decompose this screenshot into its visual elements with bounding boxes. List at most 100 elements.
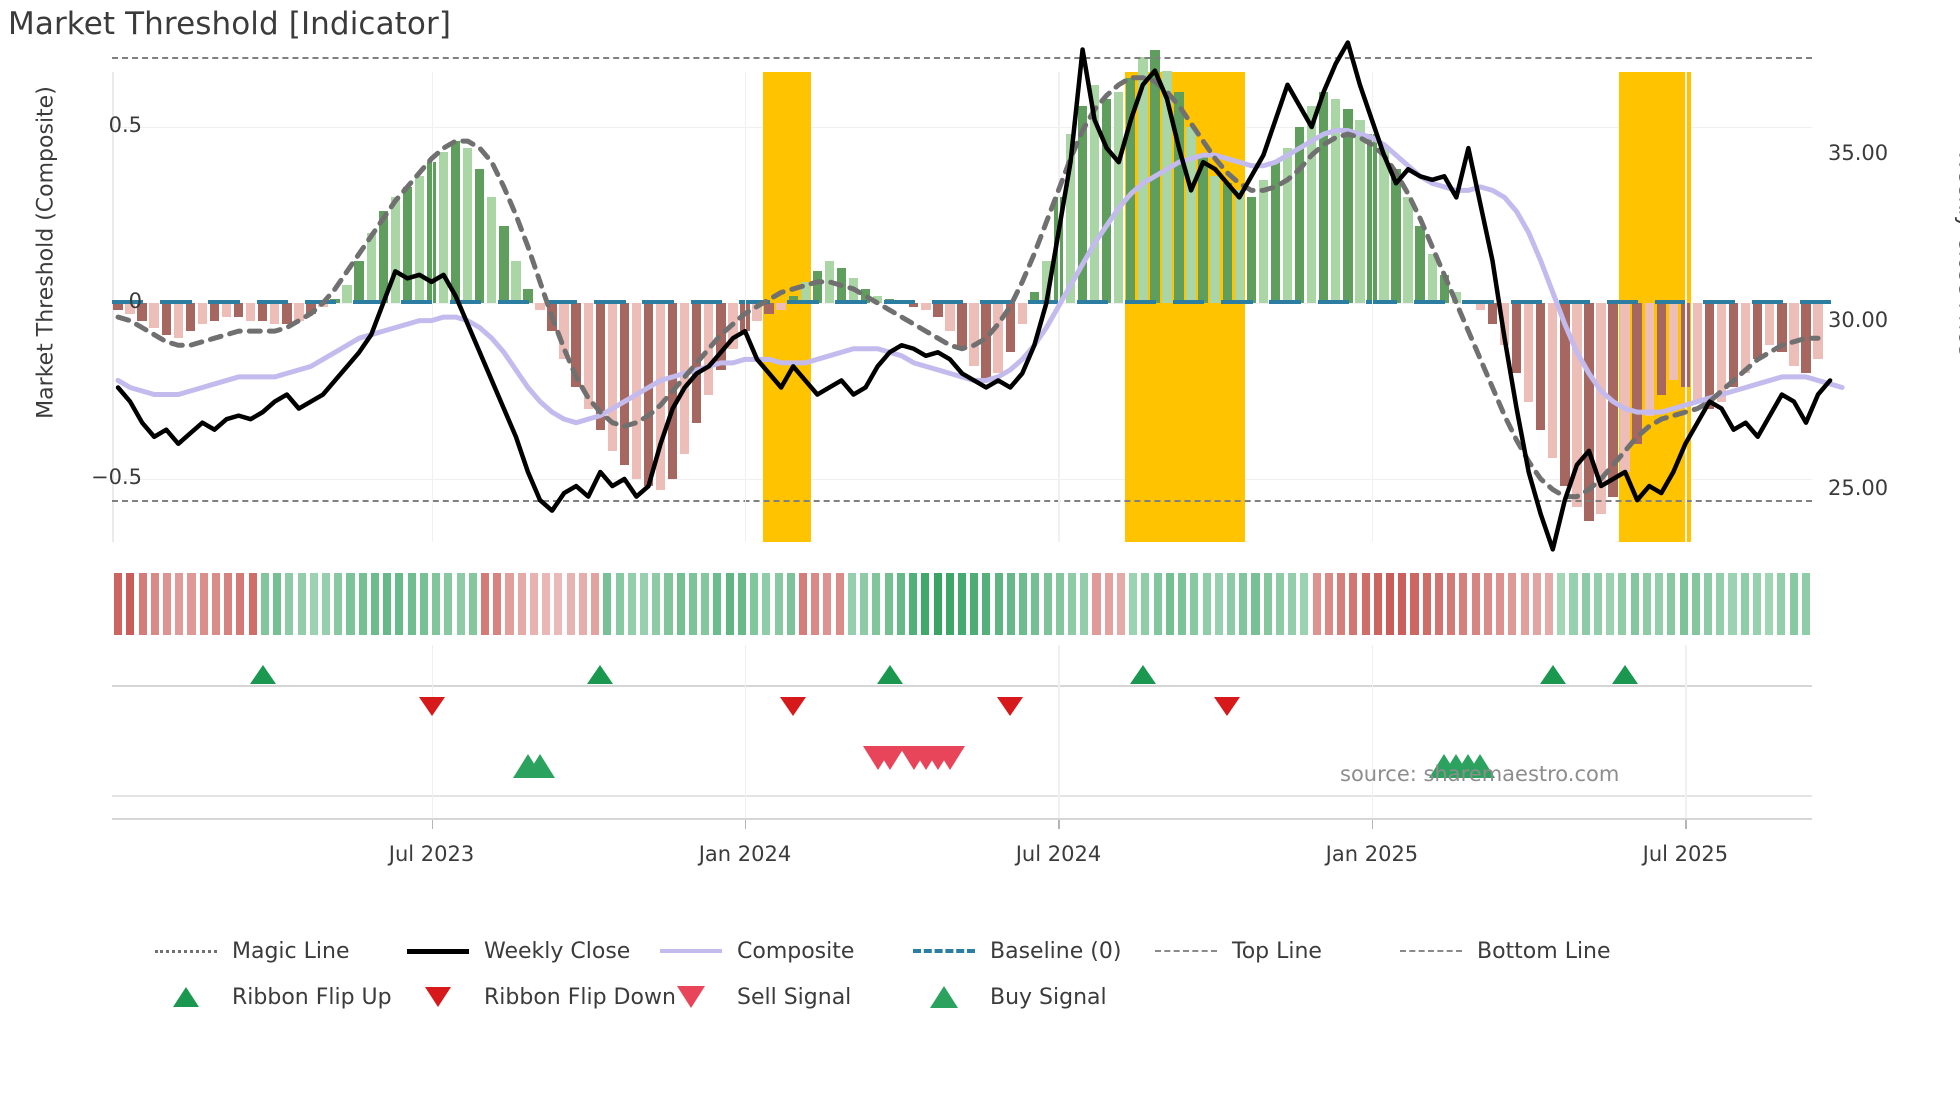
histogram-bar <box>487 197 497 303</box>
ribbon-flip-down-marker[interactable] <box>1214 697 1241 716</box>
histogram-bar <box>499 225 509 303</box>
histogram-bar <box>511 260 521 303</box>
baseline-segment <box>738 300 771 304</box>
ribbon-flip-up-marker[interactable] <box>1129 665 1156 684</box>
buy-signal-marker[interactable] <box>1465 754 1496 778</box>
x-axis-tick <box>431 820 433 829</box>
histogram-bar <box>1523 303 1534 402</box>
ribbon-flip-down-marker[interactable] <box>997 697 1024 716</box>
sell-signal-marker[interactable] <box>934 746 965 770</box>
y-tick-left: −0.5 <box>91 465 142 489</box>
histogram-bar <box>270 303 280 325</box>
histogram-bar <box>631 303 642 479</box>
histogram-bar <box>909 303 919 307</box>
histogram-bar <box>137 303 147 321</box>
ribbon-cell <box>297 573 306 635</box>
legend-label: Bottom Line <box>1477 938 1611 964</box>
ribbon-cell <box>933 573 942 635</box>
histogram-bar <box>1740 303 1751 374</box>
baseline-segment <box>931 300 964 304</box>
ribbon-cell <box>346 573 355 635</box>
legend-item-ribbon-flip-up[interactable]: Ribbon Flip Up <box>150 985 392 1010</box>
histogram-bar <box>1801 303 1811 374</box>
ribbon-cell <box>1606 573 1615 635</box>
y-tick-right: 30.00 <box>1828 308 1889 333</box>
histogram-bar <box>945 303 955 332</box>
top-line <box>112 56 1812 59</box>
ribbon-cell <box>1129 573 1138 635</box>
histogram-bar <box>1391 169 1401 303</box>
histogram-bar <box>1005 303 1015 353</box>
ribbon-cell <box>737 573 746 635</box>
histogram-bar <box>1065 134 1076 303</box>
ribbon-flip-up-marker[interactable] <box>1612 665 1639 684</box>
ribbon-flip-down-marker[interactable] <box>780 697 807 716</box>
ribbon-cell <box>1410 573 1419 635</box>
ribbon-cell <box>676 573 685 635</box>
legend-item-baseline[interactable]: Baseline (0) <box>908 939 1121 964</box>
ribbon-cell <box>1642 573 1651 635</box>
histogram-bar <box>921 303 931 311</box>
ribbon-cell <box>529 573 538 635</box>
histogram-bar <box>764 303 774 314</box>
ribbon-cell <box>1655 573 1664 635</box>
ribbon-cell <box>432 573 441 635</box>
ribbon-flip-down-marker[interactable] <box>418 697 445 716</box>
histogram-bar <box>643 303 654 487</box>
ribbon-cell <box>798 573 808 635</box>
plot-left-spine <box>112 72 114 542</box>
ribbon-cell <box>652 573 661 635</box>
histogram-bar <box>258 303 268 321</box>
legend-item-top-line[interactable]: Top Line <box>1150 939 1322 964</box>
histogram-bar <box>1692 303 1703 402</box>
ribbon-cell <box>1704 573 1713 635</box>
ribbon-cell <box>1031 573 1040 635</box>
ribbon-cell <box>1043 573 1052 635</box>
ribbon-cell <box>811 573 820 635</box>
histogram-bar <box>306 303 316 314</box>
legend-item-buy-signal[interactable]: Buy Signal <box>908 985 1107 1010</box>
ribbon-cell <box>419 573 428 635</box>
histogram-bar <box>1319 91 1329 303</box>
vertical-gridline <box>431 72 433 542</box>
ribbon-cell <box>1447 573 1456 635</box>
baseline-segment <box>208 300 240 304</box>
baseline-segment <box>642 300 674 304</box>
histogram-bar <box>1294 127 1305 303</box>
legend-item-weekly-close[interactable]: Weekly Close <box>402 939 630 964</box>
ribbon-cell <box>921 573 930 635</box>
baseline-segment <box>449 300 481 304</box>
legend-item-bottom-line[interactable]: Bottom Line <box>1395 939 1611 964</box>
ribbon-cell <box>1300 573 1309 635</box>
histogram-bar <box>1089 84 1100 303</box>
ribbon-cell <box>909 573 918 635</box>
ribbon-cell <box>1740 573 1749 635</box>
signals-panel <box>112 645 1812 820</box>
buy-signal-marker[interactable] <box>525 754 555 778</box>
baseline-segment <box>353 300 385 304</box>
legend-item-sell-signal[interactable]: Sell Signal <box>655 985 851 1010</box>
legend-label: Ribbon Flip Up <box>232 984 392 1010</box>
ribbon-flip-up-marker[interactable] <box>876 665 903 684</box>
ribbon-cell <box>1459 573 1468 635</box>
baseline-segment <box>546 300 578 304</box>
ribbon-cell <box>493 573 502 635</box>
legend-item-magic-line[interactable]: Magic Line <box>150 939 349 964</box>
ribbon-flip-up-marker[interactable] <box>249 665 276 684</box>
ribbon-cell <box>1752 573 1761 635</box>
y-tick-left: 0 <box>128 289 142 313</box>
ribbon-cell <box>199 573 208 635</box>
ribbon-cell <box>970 573 979 635</box>
ribbon-flip-up-marker[interactable] <box>587 665 614 684</box>
ribbon-cell <box>774 573 783 635</box>
histogram-bar <box>1017 303 1027 325</box>
histogram-bar <box>414 176 425 303</box>
histogram-bar <box>125 303 135 314</box>
histogram-bar <box>354 260 364 303</box>
ribbon-cell <box>957 573 967 635</box>
legend-item-composite[interactable]: Composite <box>655 939 854 964</box>
ribbon-flip-up-marker[interactable] <box>1539 665 1566 684</box>
histogram-bar <box>1789 303 1799 367</box>
legend-item-ribbon-flip-down[interactable]: Ribbon Flip Down <box>402 985 676 1010</box>
ribbon-cell <box>578 573 587 635</box>
